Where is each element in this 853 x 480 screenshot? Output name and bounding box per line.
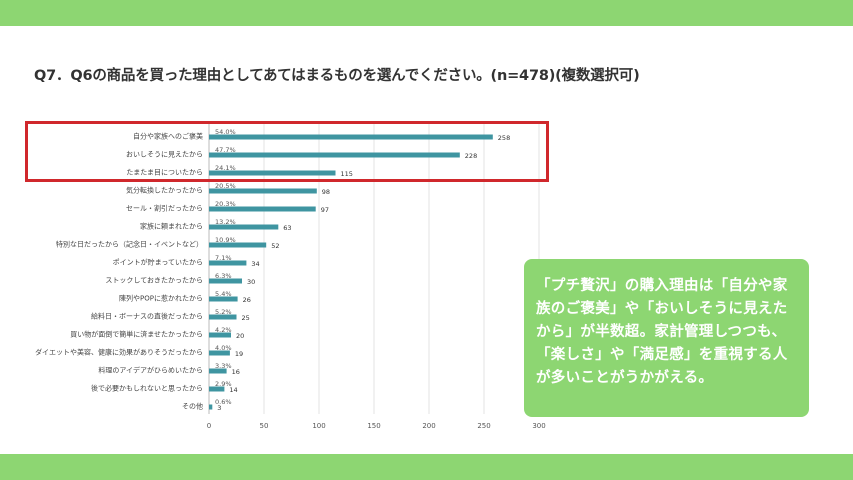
percent-label: 20.5% [215,182,236,190]
category-label: 給料日・ボーナスの直後だったから [91,312,203,321]
category-label: たまたま目についたから [126,169,203,177]
value-label: 25 [242,314,250,322]
value-label: 52 [271,242,279,250]
percent-label: 10.9% [215,236,236,244]
category-label: おいしそうに見えたから [126,151,203,159]
value-label: 20 [236,332,244,340]
category-label: 陳列やPOPに惹かれたから [119,294,203,303]
bar [209,188,317,194]
category-label: その他 [182,402,203,411]
percent-label: 0.6% [215,398,232,406]
bar [209,386,225,392]
x-tick-label: 100 [312,422,325,430]
value-label: 30 [247,278,255,286]
value-label: 98 [322,188,330,196]
percent-label: 20.3% [215,200,236,208]
bar [209,170,336,176]
bar [209,206,316,212]
highlight-box [25,121,549,182]
x-tick-label: 300 [532,422,545,430]
question-title: Q7．Q6の商品を買った理由としてあてはまるものを選んでください。(n=478)… [34,68,640,84]
value-label: 3 [217,404,221,412]
x-tick-label: 150 [367,422,380,430]
bar [209,350,230,356]
value-label: 26 [243,296,251,304]
value-label: 19 [235,350,243,358]
percent-label: 2.9% [215,380,232,388]
x-tick-label: 250 [477,422,490,430]
bar [209,134,493,140]
category-label: 買い物が面倒で簡単に済ませたかったから [70,330,203,339]
percent-label: 24.1% [215,164,236,172]
category-label: セール・割引だったから [126,204,203,213]
bar [209,332,231,338]
bar [209,242,267,248]
value-label: 34 [251,260,259,268]
category-label: ダイエットや美容、健康に効果がありそうだったから [35,348,203,357]
percent-label: 3.3% [215,362,232,370]
bar [209,224,279,230]
summary-callout: 「プチ贅沢」の購入理由は「自分や家族のご褒美」や「おいしそうに見えたから」が半数… [524,259,809,417]
x-tick-label: 200 [422,422,435,430]
category-label: 料理のアイデアがひらめいたから [98,366,203,375]
percent-label: 7.1% [215,254,232,262]
bar [209,368,227,374]
category-label: 自分や家族へのご褒美 [133,132,203,141]
value-label: 97 [321,206,329,214]
summary-text: 「プチ贅沢」の購入理由は「自分や家族のご褒美」や「おいしそうに見えたから」が半数… [536,278,788,386]
value-label: 63 [283,224,291,232]
value-label: 16 [232,368,240,376]
bar [209,404,213,410]
bar [209,314,237,320]
bar [209,260,247,266]
percent-label: 5.4% [215,290,232,298]
value-label: 115 [341,170,353,178]
percent-label: 5.2% [215,308,232,316]
percent-label: 4.0% [215,344,232,352]
category-label: ストックしておきたかったから [105,277,203,285]
percent-label: 47.7% [215,146,236,154]
category-label: 気分転換したかったから [126,186,203,195]
value-label: 258 [498,134,510,142]
percent-label: 4.2% [215,326,232,334]
category-label: ポイントが貯まっていたから [113,258,203,267]
value-label: 228 [465,152,477,160]
category-label: 家族に頼まれたから [140,222,203,231]
category-label: 特別な日だったから（記念日・イベントなど） [56,240,203,249]
bar [209,296,238,302]
percent-label: 54.0% [215,128,236,136]
x-tick-label: 50 [260,422,269,430]
top-band [0,0,853,26]
percent-label: 6.3% [215,272,232,280]
percent-label: 13.2% [215,218,236,226]
value-label: 14 [229,386,237,394]
x-tick-label: 0 [207,422,211,430]
bar [209,278,242,284]
bottom-band [0,454,853,480]
bar [209,152,460,158]
category-label: 後で必要かもしれないと思ったから [91,384,203,393]
